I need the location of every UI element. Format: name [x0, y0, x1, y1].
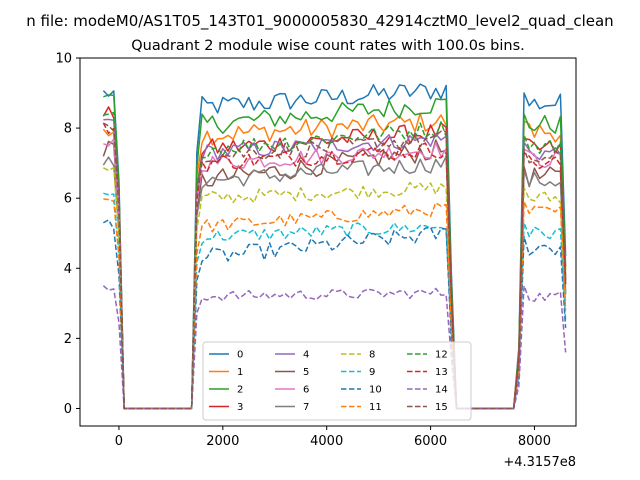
legend-label-2: 2 [237, 385, 243, 396]
axes-frame [79, 57, 577, 427]
y-tick-label: 4 [64, 262, 72, 277]
legend-label-13: 13 [435, 367, 448, 378]
x-tick-label: 2000 [206, 434, 239, 449]
plot-area [102, 83, 567, 410]
legend-label-14: 14 [435, 385, 448, 396]
x-tick-label: 6000 [414, 434, 447, 449]
legend-label-10: 10 [369, 385, 382, 396]
legend-label-6: 6 [303, 385, 309, 396]
legend-label-12: 12 [435, 350, 448, 361]
y-tick-label: 0 [64, 402, 72, 417]
legend-label-5: 5 [303, 367, 309, 378]
legend-label-3: 3 [237, 402, 243, 413]
chart-title: Quadrant 2 module wise count rates with … [131, 38, 525, 54]
legend-label-4: 4 [303, 350, 309, 361]
legend-label-9: 9 [369, 367, 375, 378]
legend-label-1: 1 [237, 367, 243, 378]
y-tick-label: 2 [64, 332, 72, 347]
x-tick-label: 8000 [518, 434, 551, 449]
legend-label-15: 15 [435, 402, 448, 413]
series-line-15 [103, 122, 567, 410]
figure-suptitle: n file: modeM0/AS1T05_143T01_9000005830_… [26, 12, 613, 31]
x-tick-label: 0 [115, 434, 123, 449]
y-tick-label: 10 [55, 52, 72, 67]
legend-label-7: 7 [303, 402, 309, 413]
legend-box [202, 341, 472, 421]
legend-label-8: 8 [369, 350, 375, 361]
legend-label-0: 0 [237, 350, 243, 361]
legend-label-11: 11 [369, 402, 382, 413]
x-offset-label: +4.3157e8 [503, 455, 576, 470]
x-tick-label: 4000 [310, 434, 343, 449]
y-tick-label: 6 [64, 192, 72, 207]
y-tick-label: 8 [64, 122, 72, 137]
